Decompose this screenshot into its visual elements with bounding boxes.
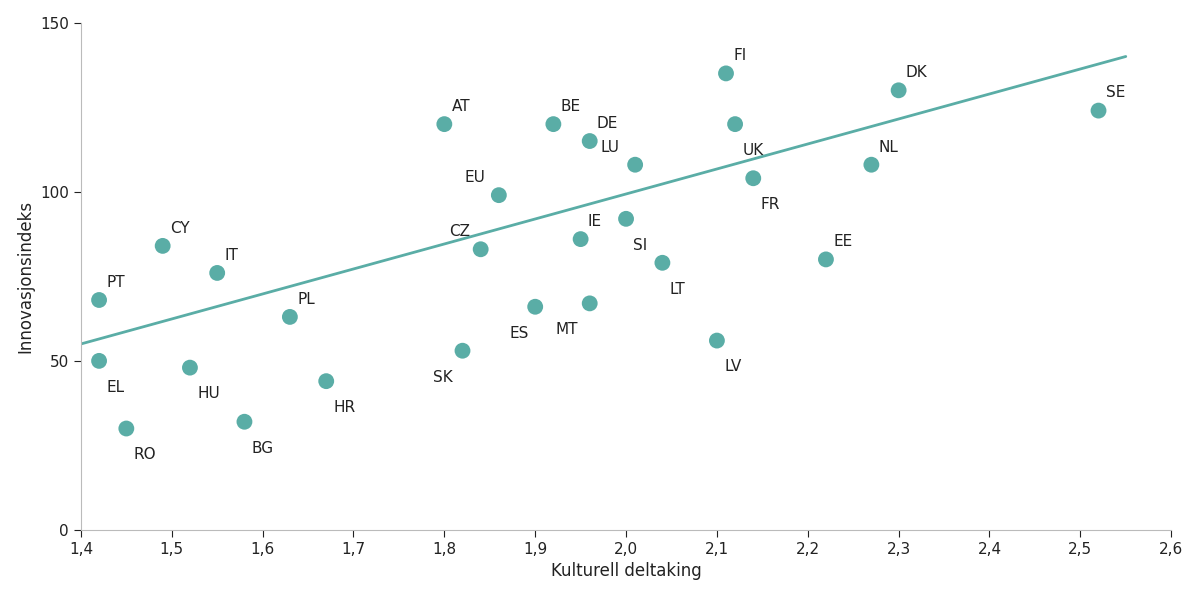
Point — [716, 69, 736, 78]
Text: AT: AT — [451, 99, 470, 114]
Point — [116, 424, 136, 433]
Text: FI: FI — [733, 48, 746, 63]
Point — [571, 235, 590, 244]
Point — [526, 302, 545, 312]
Text: CY: CY — [170, 221, 190, 236]
Text: SI: SI — [634, 238, 648, 253]
Point — [653, 258, 672, 267]
Text: BG: BG — [252, 441, 274, 456]
Text: IE: IE — [588, 214, 602, 229]
Text: LT: LT — [670, 282, 685, 297]
Text: FR: FR — [761, 197, 780, 212]
Text: NL: NL — [878, 140, 899, 155]
Text: RO: RO — [133, 447, 156, 462]
Point — [281, 312, 300, 322]
Y-axis label: Innovasjonsindeks: Innovasjonsindeks — [17, 200, 35, 353]
Text: HU: HU — [197, 386, 220, 401]
Point — [90, 356, 109, 365]
Point — [317, 376, 336, 386]
Point — [889, 85, 908, 95]
Point — [580, 298, 599, 308]
Text: LV: LV — [724, 359, 742, 374]
Point — [707, 336, 726, 345]
Point — [1088, 106, 1108, 115]
Text: HR: HR — [334, 400, 355, 415]
Point — [90, 296, 109, 305]
Text: IT: IT — [224, 248, 239, 263]
Point — [744, 174, 763, 183]
Text: UK: UK — [743, 143, 763, 158]
Point — [617, 214, 636, 224]
Point — [625, 160, 644, 170]
Text: MT: MT — [556, 322, 577, 337]
Point — [235, 417, 254, 426]
Text: SK: SK — [433, 370, 454, 384]
Text: EU: EU — [464, 170, 485, 185]
Text: BE: BE — [560, 99, 581, 114]
Point — [726, 119, 745, 129]
Point — [434, 119, 454, 129]
Point — [154, 241, 173, 251]
Point — [472, 245, 491, 254]
Text: EE: EE — [833, 234, 852, 250]
Text: ES: ES — [510, 325, 529, 340]
X-axis label: Kulturell deltaking: Kulturell deltaking — [551, 562, 702, 580]
Text: PT: PT — [107, 275, 125, 290]
Point — [490, 190, 509, 200]
Text: DK: DK — [906, 65, 928, 80]
Text: CZ: CZ — [449, 224, 470, 239]
Point — [452, 346, 472, 355]
Point — [816, 255, 835, 264]
Point — [544, 119, 563, 129]
Text: PL: PL — [298, 292, 314, 307]
Point — [180, 363, 199, 373]
Point — [580, 136, 599, 146]
Text: LU: LU — [601, 140, 619, 155]
Text: DE: DE — [596, 116, 618, 131]
Point — [208, 268, 227, 278]
Text: SE: SE — [1105, 85, 1126, 100]
Text: EL: EL — [107, 380, 125, 395]
Point — [862, 160, 881, 170]
